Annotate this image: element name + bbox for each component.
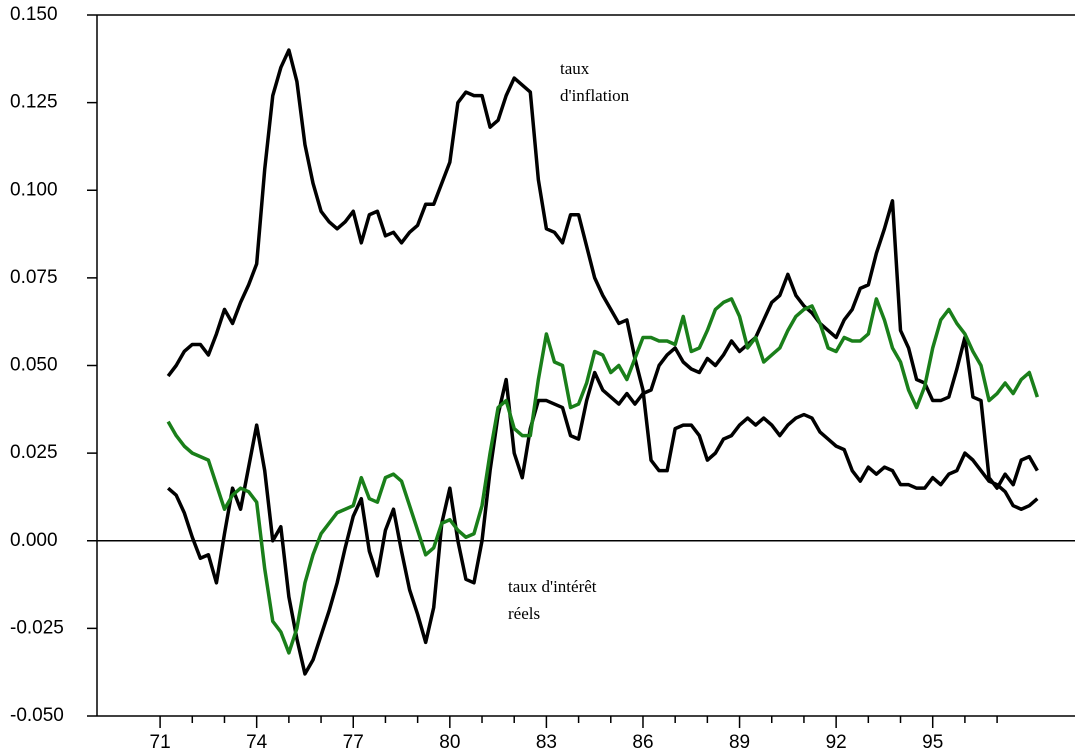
x-tick-label: 89 [729, 732, 750, 753]
x-tick-label: 77 [343, 732, 364, 753]
annotation: réels [508, 604, 540, 623]
x-tick-label: 80 [439, 732, 460, 753]
annotation: d'inflation [560, 86, 630, 105]
x-tick-label: 92 [826, 732, 847, 753]
y-tick-label: 0.150 [10, 4, 58, 25]
x-tick-label: 71 [150, 732, 171, 753]
x-tick-label: 95 [922, 732, 943, 753]
annotation: taux [560, 59, 590, 78]
x-tick-label: 74 [246, 732, 268, 753]
y-tick-label: 0.050 [10, 355, 58, 376]
y-tick-label: 0.125 [10, 92, 58, 113]
data-line [166, 199, 1039, 676]
annotation: taux d'intérêt [508, 577, 597, 596]
x-tick-label: 86 [632, 732, 653, 753]
data-line [166, 297, 1040, 655]
y-tick-label: 0.100 [10, 179, 58, 200]
y-tick-label: 0.000 [10, 530, 58, 551]
y-tick-label: 0.025 [10, 442, 58, 463]
data-line [166, 48, 1039, 511]
y-tick-label: -0.025 [10, 617, 64, 638]
x-tick-label: 83 [536, 732, 557, 753]
y-tick-label: -0.050 [10, 705, 64, 726]
y-tick-label: 0.075 [10, 267, 58, 288]
